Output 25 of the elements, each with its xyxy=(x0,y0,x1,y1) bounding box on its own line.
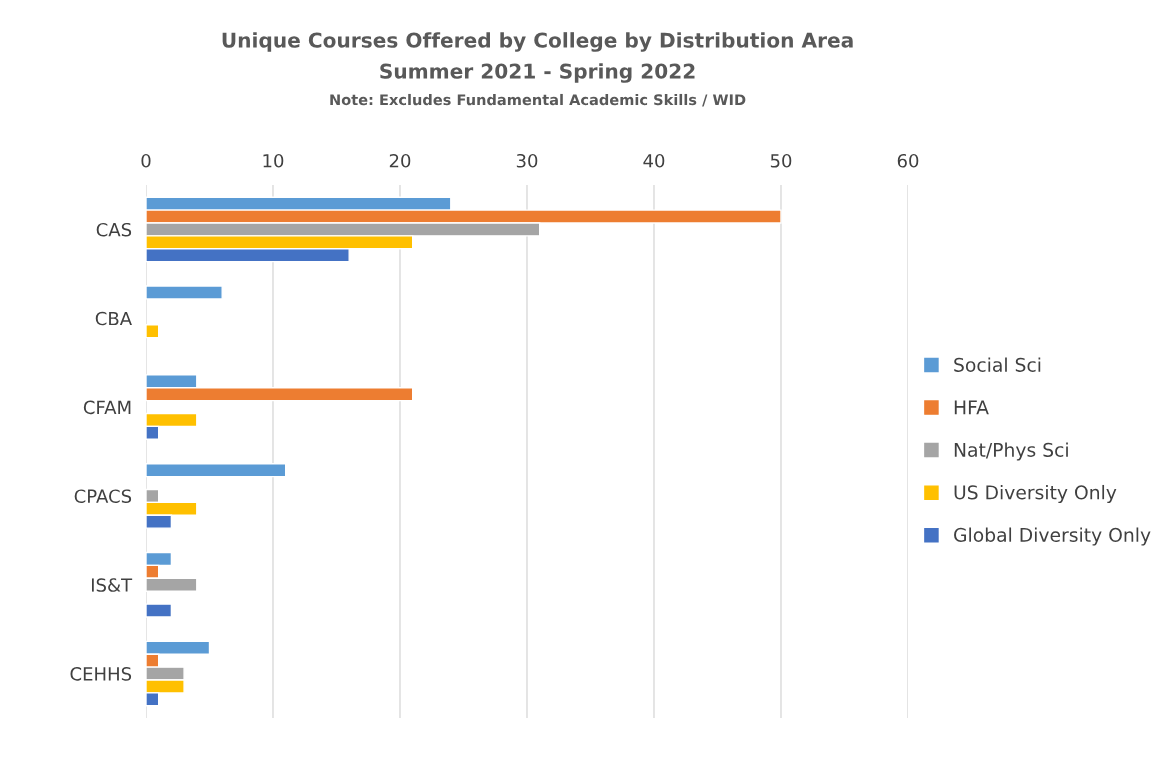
legend-label: HFA xyxy=(954,400,989,415)
legend-label: Nat/Phys Sci xyxy=(954,442,1068,461)
bar xyxy=(146,603,173,618)
chart-title: Unique Courses Offered by College by Distribution Area xyxy=(222,32,853,52)
text: Note: Excludes Fundamental Academic Skills / WID xyxy=(330,93,746,107)
bar xyxy=(146,323,160,339)
chart-subtitle: Summer 2021 - Spring 2022 xyxy=(380,63,695,83)
y-tick-label: CPACS xyxy=(74,489,132,504)
y-tick-label: CFAM xyxy=(83,400,131,415)
x-tick-label: 0 xyxy=(141,153,151,168)
y-tick-label: CBA xyxy=(95,311,132,326)
bar xyxy=(146,463,287,478)
y-tick-label: IS&T xyxy=(91,578,133,592)
legend-label: US Diversity Only xyxy=(954,484,1117,504)
x-tick-label: 20 xyxy=(389,153,411,168)
y-tick-label: CEHHS xyxy=(70,667,132,681)
y-tick-label: CAS xyxy=(96,222,132,237)
legend-label: Social Sci xyxy=(954,357,1041,372)
legend-label: Global Diversity Only xyxy=(954,527,1151,546)
x-tick-label: 50 xyxy=(770,153,792,168)
bar xyxy=(146,285,223,300)
x-tick-label: 40 xyxy=(643,153,665,168)
x-tick-label: 30 xyxy=(516,153,538,168)
x-tick-label: 60 xyxy=(897,153,919,168)
x-tick-label: 10 xyxy=(263,153,284,168)
